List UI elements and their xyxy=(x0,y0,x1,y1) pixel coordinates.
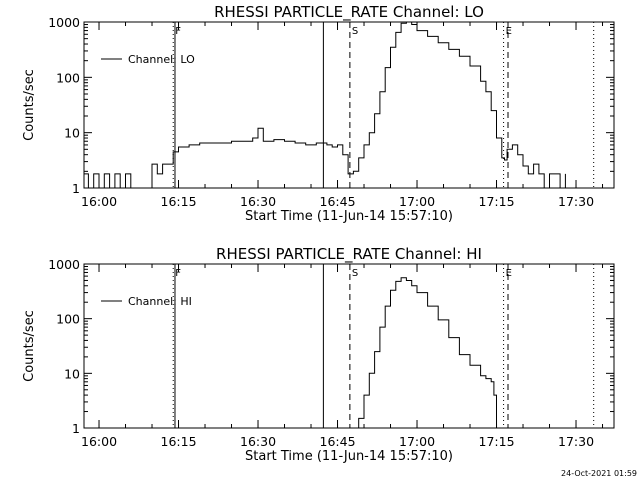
x-tick-label: 17:15 xyxy=(479,434,515,449)
x-tick-label: 16:15 xyxy=(161,194,197,209)
x-tick-label: 16:00 xyxy=(81,434,117,449)
y-axis-label: Counts/sec xyxy=(22,310,37,382)
series-line-1 xyxy=(84,21,566,189)
x-tick-label: 16:30 xyxy=(240,434,276,449)
event-marker-label: F xyxy=(175,268,181,279)
hi-channel-panel: RHESSI PARTICLE_RATE Channel: HI 16:00 16:… xyxy=(22,245,615,464)
event-marker-label: E xyxy=(506,26,512,37)
x-tick-label: 16:15 xyxy=(161,434,197,449)
x-tick-label: 17:15 xyxy=(479,194,515,209)
event-marker-label: S xyxy=(352,26,358,37)
x-tick-label: 17:30 xyxy=(558,194,594,209)
x-tick-label: 16:30 xyxy=(240,194,276,209)
chart-title: RHESSI PARTICLE_RATE Channel: LO xyxy=(214,3,484,22)
generation-timestamp: 24-Oct-2021 01:59 xyxy=(561,469,637,478)
x-tick-label: 16:45 xyxy=(320,434,356,449)
legend-entry: Channel: LO xyxy=(128,53,195,66)
plot-frame xyxy=(83,21,615,189)
y-tick-label: 1 xyxy=(72,181,80,196)
x-axis-label: Start Time (11-Jun-14 15:57:10) xyxy=(245,209,453,224)
x-tick-label: 17:00 xyxy=(399,434,435,449)
lo-channel-panel: RHESSI PARTICLE_RATE Channel: LO 16:00 16:… xyxy=(22,3,615,224)
x-tick-label: 17:30 xyxy=(558,434,594,449)
y-tick-label: 1 xyxy=(72,421,80,436)
y-tick-label: 1000 xyxy=(48,257,80,272)
legend-entry: Channel: HI xyxy=(128,295,192,308)
chart-title: RHESSI PARTICLE_RATE Channel: HI xyxy=(216,245,482,264)
event-marker-label: S xyxy=(352,268,358,279)
y-tick-label: 1000 xyxy=(48,15,80,30)
x-tick-label: 16:45 xyxy=(320,194,356,209)
event-marker-label: F xyxy=(175,26,181,37)
x-tick-label: 16:00 xyxy=(81,194,117,209)
x-tick-label: 17:00 xyxy=(399,194,435,209)
y-axis-label: Counts/sec xyxy=(22,69,37,141)
plot-frame xyxy=(83,263,615,429)
y-tick-label: 100 xyxy=(56,70,80,85)
y-tick-label: 10 xyxy=(64,366,80,381)
event-marker-label: E xyxy=(506,268,512,279)
series-line-1 xyxy=(353,277,497,429)
y-tick-label: 10 xyxy=(64,126,80,141)
x-axis-label: Start Time (11-Jun-14 15:57:10) xyxy=(245,449,453,464)
y-tick-label: 100 xyxy=(56,312,80,327)
